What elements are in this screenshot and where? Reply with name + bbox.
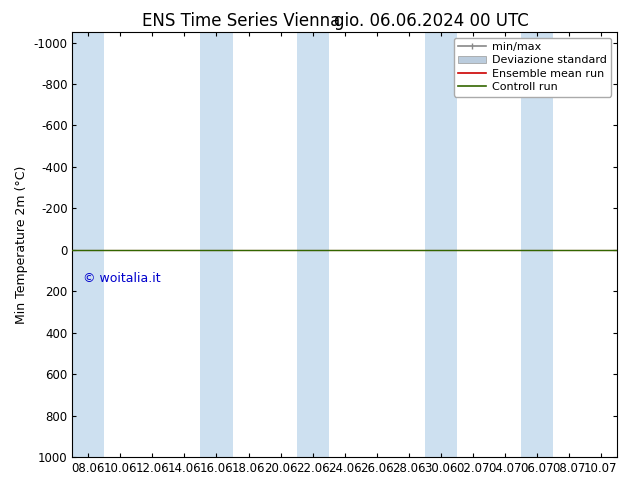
- Text: gio. 06.06.2024 00 UTC: gio. 06.06.2024 00 UTC: [333, 12, 529, 30]
- Text: © woitalia.it: © woitalia.it: [83, 272, 161, 285]
- Y-axis label: Min Temperature 2m (°C): Min Temperature 2m (°C): [15, 166, 28, 324]
- Legend: min/max, Deviazione standard, Ensemble mean run, Controll run: min/max, Deviazione standard, Ensemble m…: [454, 38, 611, 97]
- Bar: [200, 32, 233, 457]
- Bar: [425, 32, 456, 457]
- Bar: [72, 32, 105, 457]
- Bar: [521, 32, 553, 457]
- Bar: [297, 32, 328, 457]
- Text: ENS Time Series Vienna: ENS Time Series Vienna: [142, 12, 340, 30]
